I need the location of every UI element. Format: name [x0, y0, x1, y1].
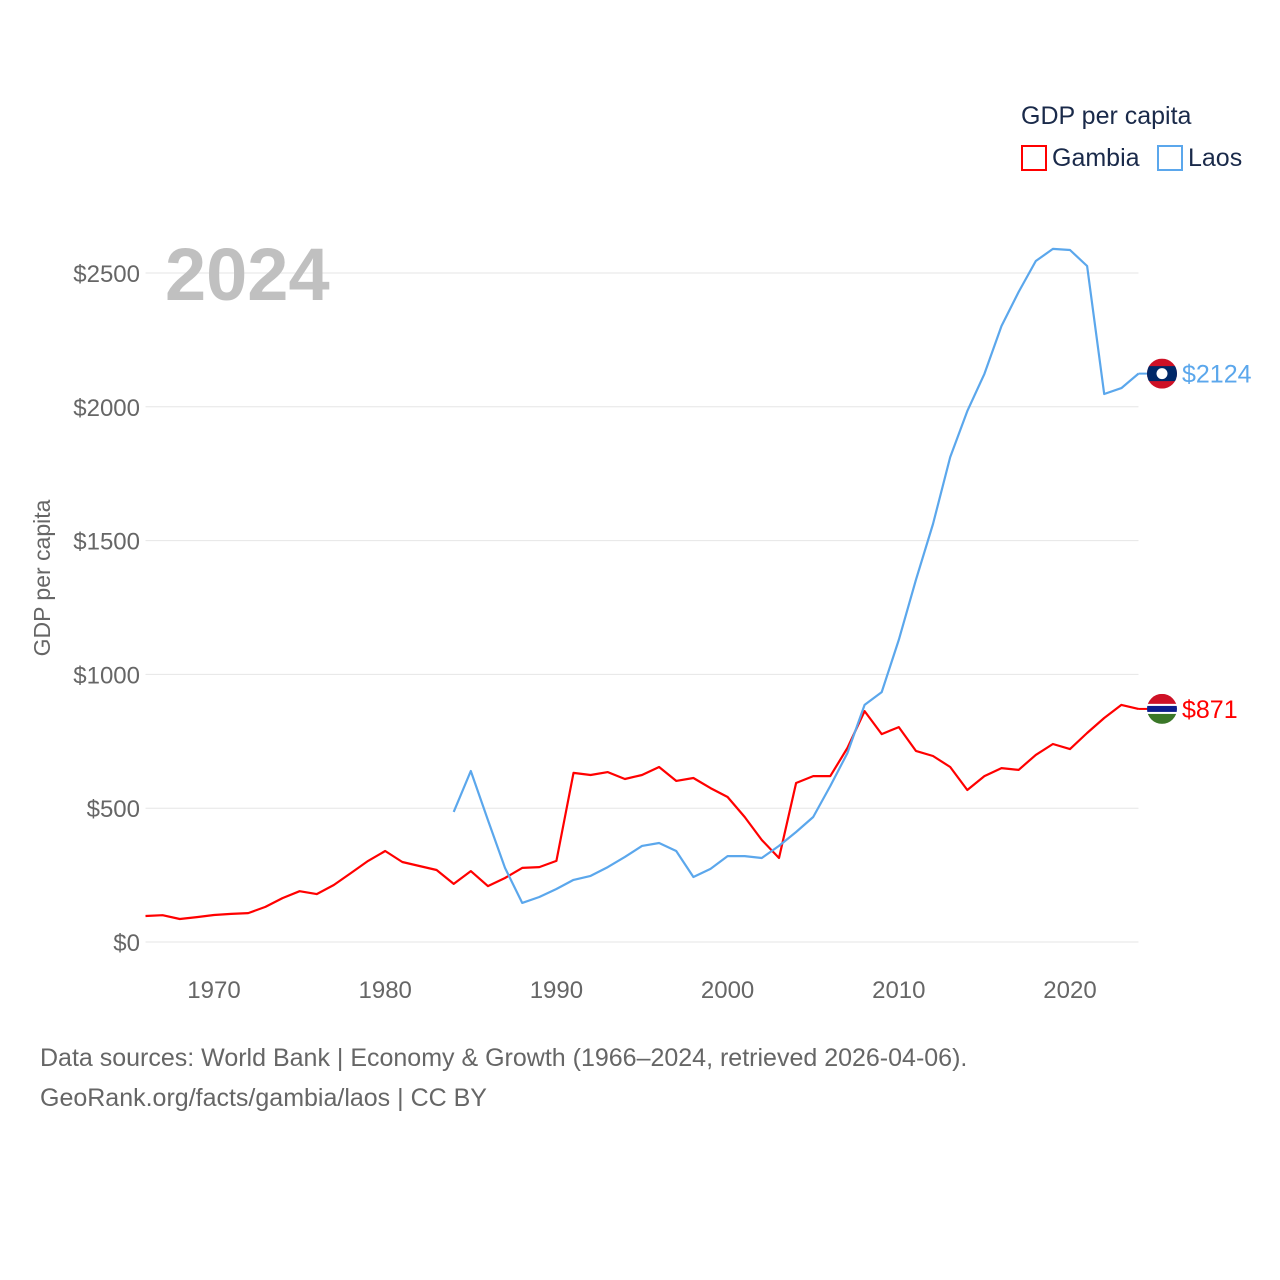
x-tick-label: 2000: [701, 977, 754, 1004]
end-value-label: $2124: [1182, 361, 1252, 389]
end-value-label: $871: [1182, 696, 1238, 724]
legend-swatch-gambia: [1021, 145, 1047, 171]
x-tick-label: 1980: [359, 977, 412, 1004]
legend-swatch-laos: [1157, 145, 1183, 171]
y-tick-label: $1500: [73, 529, 140, 556]
y-tick-label: $2500: [73, 261, 140, 288]
y-tick-label: $500: [87, 796, 140, 823]
footer-source: Data sources: World Bank | Economy & Gro…: [40, 1044, 968, 1072]
y-axis-label: GDP per capita: [29, 499, 55, 656]
legend-label-laos[interactable]: Laos: [1188, 144, 1242, 172]
series-line-laos: [452, 247, 1140, 905]
legend-label-gambia[interactable]: Gambia: [1052, 144, 1140, 172]
x-tick-label: 1970: [187, 977, 240, 1004]
y-tick-label: $2000: [73, 395, 140, 422]
footer-link[interactable]: GeoRank.org/facts/gambia/laos | CC BY: [40, 1084, 487, 1112]
x-tick-label: 1990: [530, 977, 583, 1004]
gambia-flag-icon: [1147, 693, 1177, 724]
y-tick-label: $0: [113, 930, 140, 957]
year-title: 2024: [165, 233, 330, 316]
y-tick-label: $1000: [73, 662, 140, 689]
laos-flag-icon: [1147, 358, 1177, 389]
x-tick-label: 2010: [872, 977, 925, 1004]
series-line-gambia: [145, 703, 1139, 921]
x-tick-label: 2020: [1043, 977, 1096, 1004]
legend-title: GDP per capita: [1021, 102, 1192, 130]
